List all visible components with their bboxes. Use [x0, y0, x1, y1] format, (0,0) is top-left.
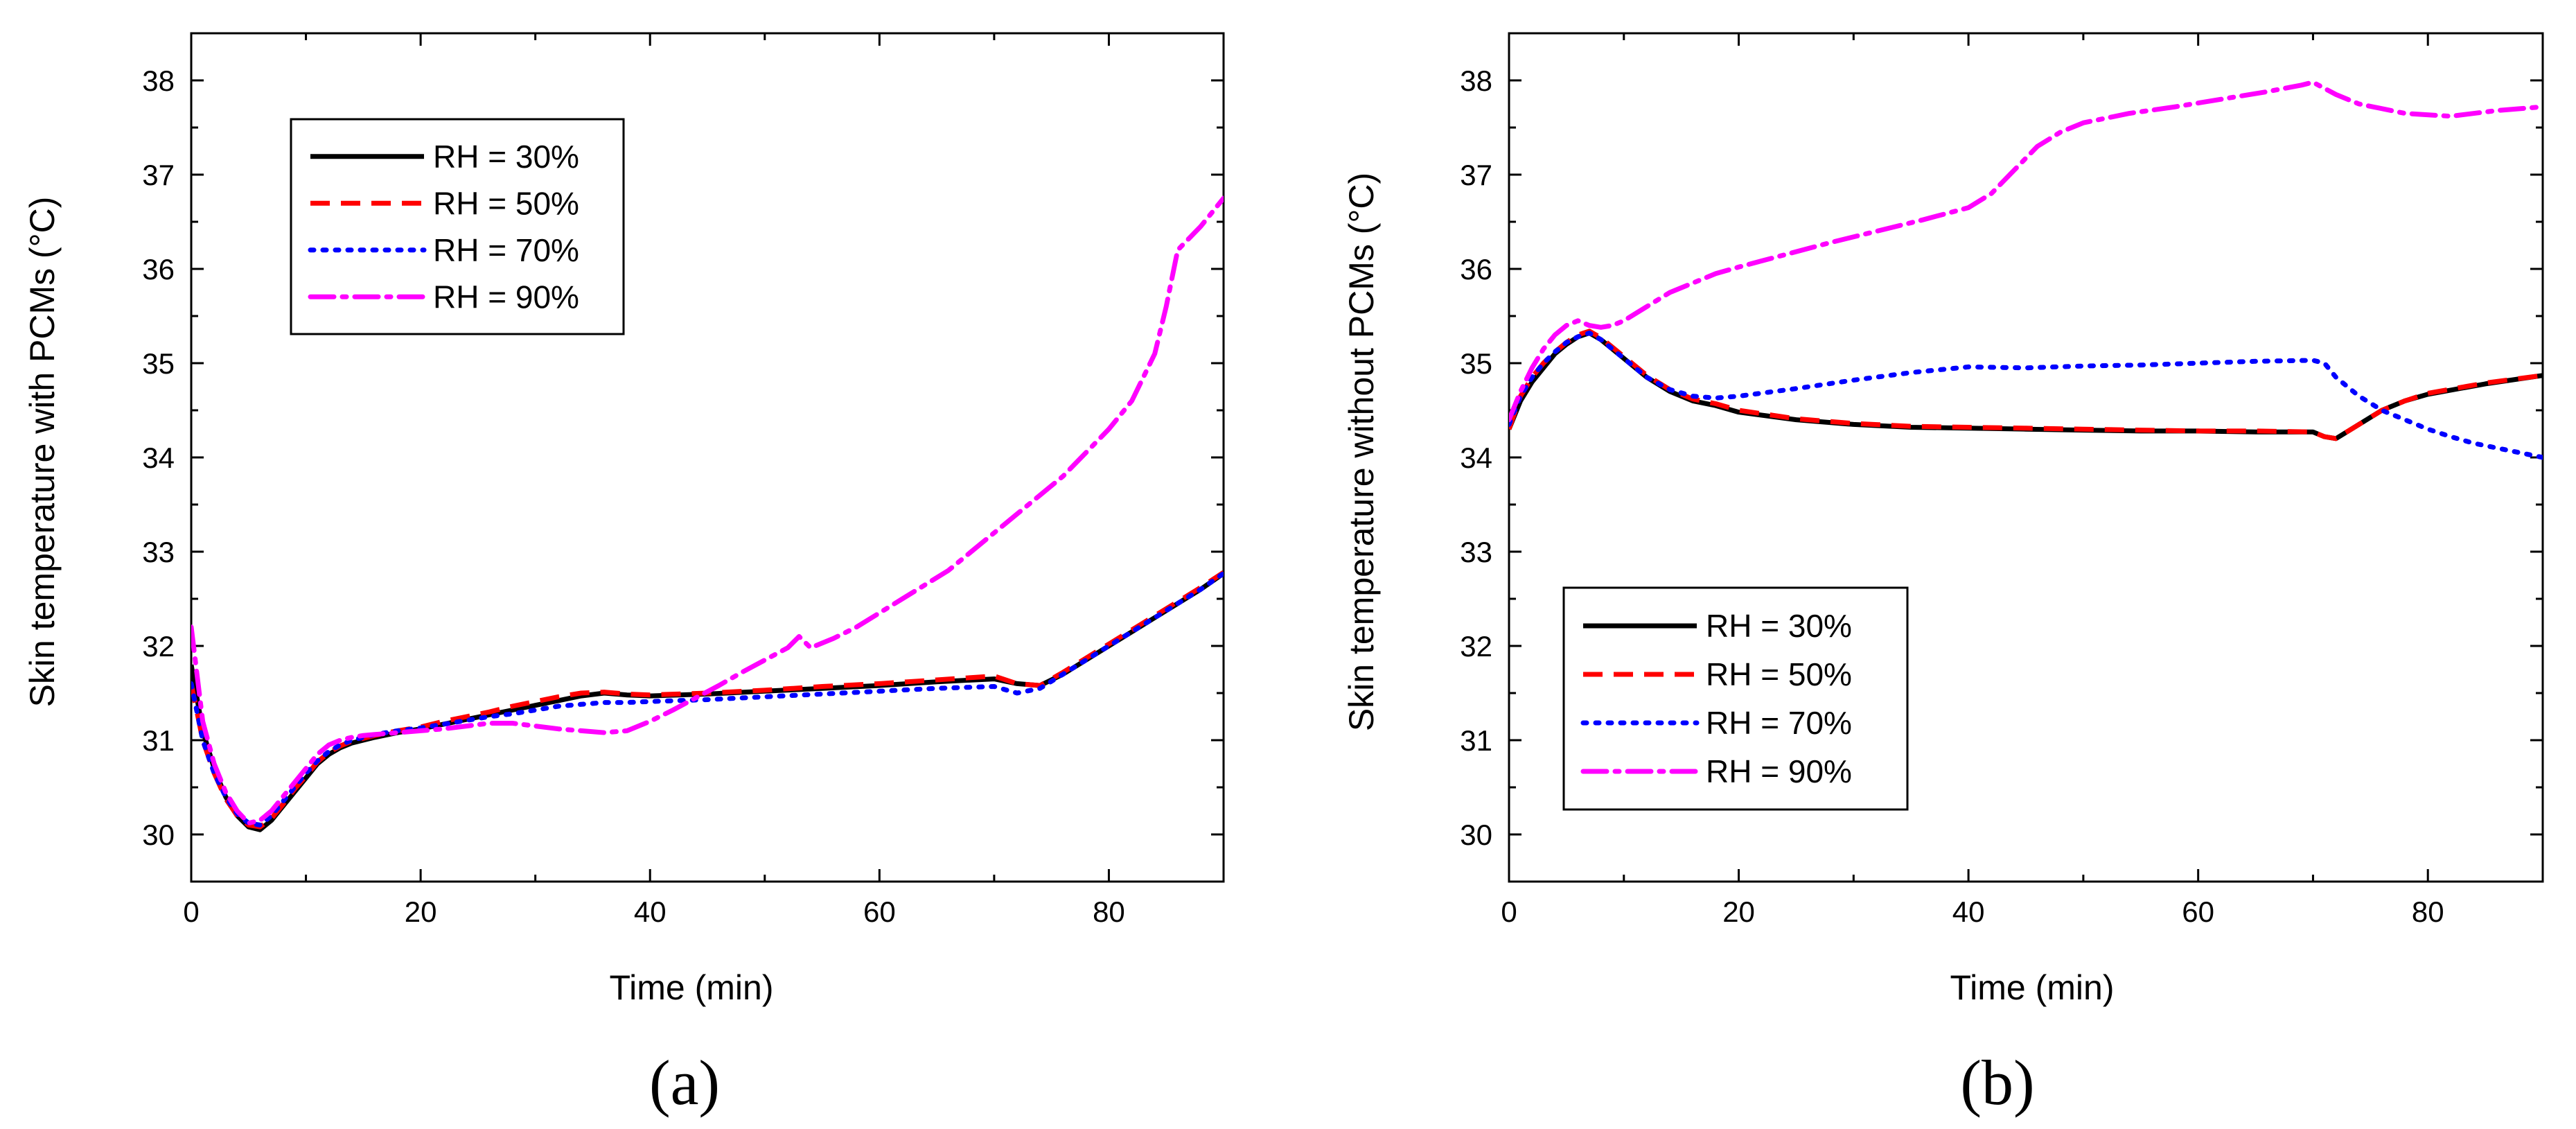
panel-b-x-tick-label: 80: [2412, 895, 2444, 928]
panel-b-legend-label: RH = 70%: [1706, 705, 1852, 741]
panel-b-y-tick-label: 35: [1460, 347, 1492, 380]
panel-b-y-axis-label: Skin temperature without PCMs (°C): [1342, 173, 1381, 731]
panel-b-series-line-rh-50: [1509, 329, 2543, 441]
panel-b-y-tick-label: 34: [1460, 441, 1492, 474]
panel-b-x-tick-label: 60: [2182, 895, 2214, 928]
panel-b-y-tick-label: 38: [1460, 64, 1492, 97]
panel-a-y-tick-label: 37: [142, 159, 175, 191]
panel-b-legend-label: RH = 90%: [1706, 753, 1852, 789]
panel-b-series-line-rh-90: [1509, 80, 2543, 423]
panel-a-y-tick-label: 38: [142, 64, 175, 97]
panel-b-y-tick-label: 36: [1460, 253, 1492, 286]
panel-b-y-tick-label: 33: [1460, 536, 1492, 568]
panel-a-y-tick-label: 35: [142, 347, 175, 380]
panel-b-y-tick-label: 30: [1460, 819, 1492, 851]
panel-a-x-tick-label: 0: [183, 895, 199, 928]
panel-a-legend-label: RH = 30%: [433, 139, 579, 175]
panel-a-y-tick-label: 33: [142, 536, 175, 568]
panel-b-x-tick-label: 40: [1952, 895, 1985, 928]
panel-a-y-tick-label: 31: [142, 724, 175, 757]
panel-b-legend-label: RH = 50%: [1706, 656, 1852, 692]
panel-a-x-tick-label: 60: [863, 895, 896, 928]
panel-b: Time (min) Skin temperature without PCMs…: [1342, 32, 2544, 1118]
panel-a-y-tick-label: 36: [142, 253, 175, 286]
panel-a-y-tick-label: 30: [142, 819, 175, 851]
panel-a: Time (min) Skin temperature with PCMs (°…: [23, 32, 1225, 1118]
panel-a-legend-label: RH = 50%: [433, 185, 579, 221]
panel-b-y-tick-label: 31: [1460, 724, 1492, 757]
panel-a-caption: (a): [649, 1047, 720, 1118]
panel-a-series-line-rh-70: [191, 570, 1224, 828]
panel-a-x-tick-label: 80: [1093, 895, 1125, 928]
panel-b-y-tick-label: 32: [1460, 630, 1492, 663]
panel-a-x-tick-label: 40: [634, 895, 667, 928]
panel-b-x-tick-label: 20: [1722, 895, 1755, 928]
panel-a-y-tick-label: 32: [142, 630, 175, 663]
panel-b-x-axis-label: Time (min): [1950, 968, 2114, 1007]
panel-a-y-axis-label: Skin temperature with PCMs (°C): [23, 197, 62, 708]
panel-a-legend-label: RH = 90%: [433, 279, 579, 315]
panel-b-caption: (b): [1960, 1047, 2034, 1118]
panel-a-x-axis-label: Time (min): [609, 968, 773, 1007]
panel-a-y-tick-label: 34: [142, 441, 175, 474]
panel-a-series-line-rh-90: [191, 195, 1224, 826]
panel-b-y-tick-label: 37: [1460, 159, 1492, 191]
panel-b-series-line-rh-70: [1509, 331, 2543, 460]
panel-b-legend-label: RH = 30%: [1706, 608, 1852, 644]
panel-a-x-tick-label: 20: [405, 895, 437, 928]
panel-a-series-line-rh-50: [191, 570, 1224, 830]
panel-a-legend-label: RH = 70%: [433, 232, 579, 268]
panel-b-x-tick-label: 0: [1501, 895, 1517, 928]
